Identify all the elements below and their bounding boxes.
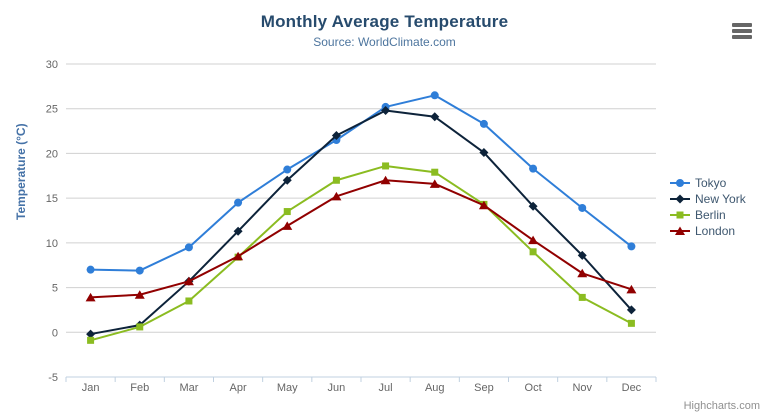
- series-line-tokyo[interactable]: [90, 94, 633, 272]
- data-point-new-york[interactable]: [381, 106, 391, 116]
- data-point-new-york[interactable]: [430, 112, 440, 122]
- data-point-tokyo[interactable]: [627, 242, 636, 251]
- y-axis-label: 5: [52, 283, 58, 295]
- y-axis-label: 10: [46, 238, 58, 250]
- data-point-london[interactable]: [331, 191, 342, 201]
- data-point-london[interactable]: [183, 276, 194, 286]
- x-axis-label: Nov: [572, 382, 592, 394]
- circle-marker-icon: [670, 179, 690, 187]
- circle-marker-icon[interactable]: [676, 179, 684, 187]
- data-point-tokyo[interactable]: [430, 91, 439, 100]
- legend-item-new-york[interactable]: New York: [670, 193, 746, 205]
- y-axis-label: 15: [46, 193, 58, 205]
- x-axis-label: May: [277, 382, 298, 394]
- series-line-berlin[interactable]: [90, 164, 632, 342]
- data-point-tokyo[interactable]: [234, 198, 243, 207]
- series-tokyo: [86, 91, 636, 275]
- data-point-berlin[interactable]: [382, 162, 390, 170]
- diamond-marker-icon[interactable]: [675, 194, 685, 204]
- series-new-york: [86, 106, 636, 339]
- x-axis-label: Mar: [179, 382, 198, 394]
- hamburger-icon: [732, 23, 752, 27]
- data-point-tokyo[interactable]: [135, 266, 144, 275]
- x-axis-label: Jun: [328, 382, 346, 394]
- data-point-berlin[interactable]: [529, 248, 537, 256]
- data-point-new-york[interactable]: [331, 131, 341, 141]
- data-point-berlin[interactable]: [87, 336, 95, 344]
- x-axis-label: Aug: [425, 382, 445, 394]
- chart-subtitle: Source: WorldClimate.com: [313, 35, 456, 49]
- data-point-berlin[interactable]: [332, 176, 340, 184]
- hamburger-icon: [732, 35, 752, 39]
- y-axis-label: 20: [46, 148, 58, 160]
- data-point-new-york[interactable]: [233, 226, 243, 236]
- y-axis-label: 30: [46, 59, 58, 71]
- data-point-new-york[interactable]: [528, 201, 538, 211]
- x-axis-label: Apr: [230, 382, 247, 394]
- data-point-london[interactable]: [134, 290, 145, 299]
- legend-item-tokyo[interactable]: Tokyo: [670, 177, 746, 189]
- series-london: [85, 175, 637, 302]
- legend-item-label: New York: [695, 192, 746, 206]
- data-point-tokyo[interactable]: [184, 243, 193, 252]
- data-point-london[interactable]: [380, 175, 391, 185]
- data-point-berlin[interactable]: [578, 293, 586, 301]
- square-marker-icon: [670, 211, 690, 219]
- data-point-london[interactable]: [577, 268, 588, 278]
- y-axis-label: 25: [46, 104, 58, 116]
- legend-item-label: London: [695, 224, 736, 238]
- y-axis-label: -5: [48, 372, 58, 384]
- y-axis-title: Temperature (°C): [14, 123, 28, 220]
- x-axis-label: Jul: [379, 382, 393, 394]
- legend-item-london[interactable]: London: [670, 225, 746, 237]
- export-menu-button[interactable]: [732, 23, 752, 39]
- data-point-new-york[interactable]: [86, 329, 96, 339]
- data-point-new-york[interactable]: [626, 305, 636, 315]
- data-point-new-york[interactable]: [479, 148, 489, 158]
- legend-item-label: Berlin: [695, 208, 726, 222]
- data-point-london[interactable]: [282, 221, 293, 230]
- credits-link[interactable]: Highcharts.com: [683, 400, 760, 412]
- data-point-berlin[interactable]: [136, 323, 144, 331]
- legend: Tokyo New York Berlin London: [670, 177, 746, 237]
- series-line-london[interactable]: [90, 179, 632, 299]
- square-marker-icon[interactable]: [676, 211, 684, 219]
- data-point-tokyo[interactable]: [86, 265, 95, 274]
- data-point-tokyo[interactable]: [578, 203, 587, 212]
- x-axis-label: Sep: [474, 382, 494, 394]
- data-point-london[interactable]: [85, 292, 96, 302]
- data-point-london[interactable]: [478, 200, 489, 210]
- data-point-tokyo[interactable]: [479, 119, 488, 128]
- triangle-marker-icon: [670, 226, 690, 236]
- data-point-london[interactable]: [233, 251, 244, 261]
- chart-title: Monthly Average Temperature: [260, 12, 509, 31]
- x-axis-label: Feb: [130, 382, 149, 394]
- triangle-marker-icon[interactable]: [675, 226, 685, 236]
- data-point-berlin[interactable]: [431, 168, 439, 176]
- hamburger-icon: [732, 29, 752, 33]
- x-axis-label: Oct: [525, 382, 542, 394]
- diamond-marker-icon: [670, 194, 690, 204]
- x-axis-label: Dec: [622, 382, 642, 394]
- data-point-tokyo[interactable]: [529, 164, 538, 173]
- legend-item-berlin[interactable]: Berlin: [670, 209, 746, 221]
- data-point-berlin[interactable]: [185, 297, 193, 305]
- data-point-berlin[interactable]: [283, 208, 291, 216]
- data-point-berlin[interactable]: [627, 319, 635, 327]
- data-point-new-york[interactable]: [577, 250, 587, 260]
- legend-item-label: Tokyo: [695, 176, 727, 190]
- data-point-london[interactable]: [429, 179, 440, 188]
- x-axis-label: Jan: [82, 382, 100, 394]
- data-point-new-york[interactable]: [282, 175, 292, 185]
- y-axis-label: 0: [52, 327, 58, 339]
- data-point-tokyo[interactable]: [283, 165, 292, 174]
- data-point-london[interactable]: [626, 284, 637, 294]
- data-point-london[interactable]: [528, 235, 539, 245]
- series-line-new-york[interactable]: [90, 109, 633, 336]
